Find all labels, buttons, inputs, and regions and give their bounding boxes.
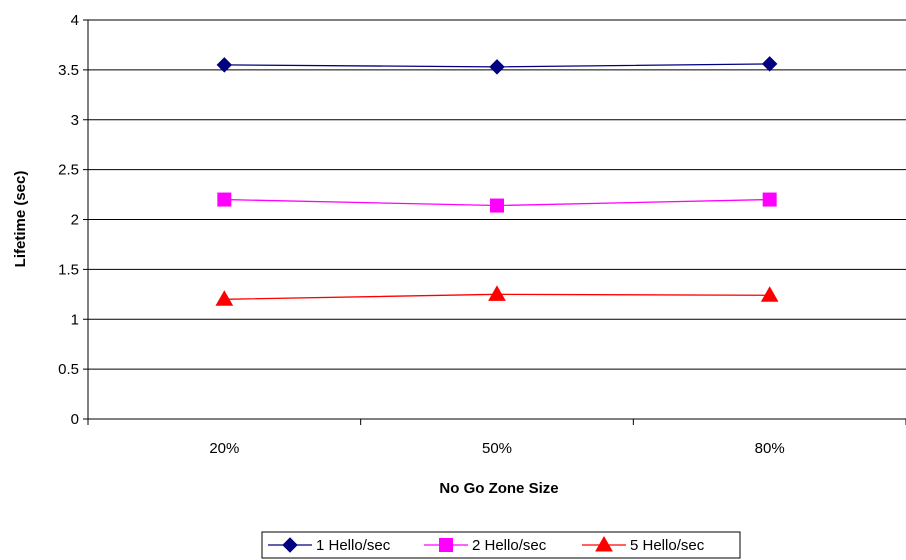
legend-item: 2 Hello/sec <box>424 537 547 554</box>
x-tick-label: 80% <box>755 440 785 457</box>
y-tick-label: 4 <box>71 12 79 29</box>
series-2 <box>217 192 777 213</box>
data-point <box>489 59 505 75</box>
data-point <box>762 192 777 207</box>
y-tick-label: 3 <box>71 112 79 129</box>
series-lines <box>215 56 779 306</box>
y-tick-label: 0.5 <box>58 361 79 378</box>
y-tick-labels: 0 0.5 1 1.5 2 2.5 3 3.5 4 <box>58 12 79 428</box>
legend-box <box>261 531 741 559</box>
legend-marker <box>595 535 613 552</box>
x-tick-label: 50% <box>482 440 512 457</box>
y-tick-label: 1 <box>71 311 79 328</box>
legend-item: 1 Hello/sec <box>268 537 391 554</box>
series-3 <box>215 285 779 306</box>
y-tick-label: 3.5 <box>58 62 79 79</box>
x-tick-label: 20% <box>209 440 239 457</box>
data-point <box>761 56 778 72</box>
legend-marker <box>439 538 453 552</box>
y-tick-label: 0 <box>71 411 79 428</box>
data-point <box>488 285 506 301</box>
series-1 <box>216 56 778 75</box>
legend-label: 5 Hello/sec <box>630 537 705 554</box>
legend-label: 1 Hello/sec <box>316 537 391 554</box>
legend-marker <box>282 537 298 553</box>
data-point <box>215 290 234 306</box>
legend-item: 5 Hello/sec <box>582 535 705 554</box>
x-tick-labels: 20% 50% 80% <box>209 440 784 457</box>
x-axis-title: No Go Zone Size <box>439 480 558 497</box>
data-point <box>216 57 233 73</box>
axes <box>83 19 906 425</box>
data-point <box>490 198 504 213</box>
legend: 1 Hello/sec 2 Hello/sec 5 Hello/sec <box>261 531 741 559</box>
y-tick-label: 2.5 <box>58 162 79 179</box>
y-tick-label: 2 <box>71 212 79 229</box>
data-point <box>217 192 232 207</box>
y-axis-title: Lifetime (sec) <box>12 171 29 268</box>
data-point <box>760 286 779 302</box>
legend-label: 2 Hello/sec <box>472 537 547 554</box>
y-tick-label: 1.5 <box>58 261 79 278</box>
